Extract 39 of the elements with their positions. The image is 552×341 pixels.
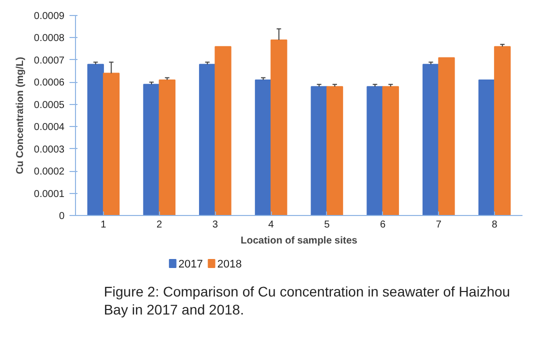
- x-tick-label: 5: [324, 220, 330, 230]
- y-tick-label: 0.0007: [34, 55, 65, 66]
- bar: [310, 86, 328, 216]
- y-tick-label: 0: [58, 211, 65, 222]
- x-tick-label: 2: [156, 220, 163, 230]
- y-tick-label: 0.0006: [34, 78, 65, 89]
- y-tick-label: 0.0005: [34, 100, 65, 111]
- caption: Figure 2: Comparison of Cu concentration in seawater of Haizhou Bay in 2017 and 2018.: [104, 284, 510, 318]
- y-tick-label: 0.0008: [34, 33, 65, 44]
- y-tick-label: 0.0009: [34, 11, 65, 22]
- x-tick-label: 8: [492, 220, 498, 230]
- bar: [214, 46, 232, 216]
- bar: [270, 39, 288, 216]
- y-tick-label: 0.0004: [34, 122, 65, 134]
- bar: [494, 46, 511, 216]
- bar: [438, 57, 455, 216]
- legend-label: 2017: [178, 258, 203, 270]
- bar: [422, 64, 440, 216]
- x-tick-label: 1: [100, 220, 107, 230]
- bar: [366, 86, 384, 216]
- bar: [87, 64, 104, 216]
- bar: [199, 64, 216, 216]
- y-axis-title: Cu Concentration (mg/L): [14, 56, 26, 174]
- y-tick-label: 0.0001: [34, 188, 65, 200]
- legend-label: 2018: [217, 258, 242, 270]
- x-axis-title: Location of sample sites: [240, 236, 358, 246]
- x-tick-label: 4: [268, 220, 274, 230]
- bar: [382, 86, 399, 216]
- bar: [158, 79, 176, 216]
- x-tick-label: 3: [212, 220, 218, 230]
- x-tick-label: 7: [436, 220, 442, 230]
- y-tick-label: 0.0002: [34, 166, 65, 178]
- bar: [326, 86, 344, 216]
- x-tick-label: 6: [380, 220, 386, 230]
- bar: [478, 79, 496, 216]
- bar: [102, 72, 120, 216]
- bar: [143, 84, 160, 216]
- y-tick-label: 0.0003: [34, 144, 65, 156]
- bar: [254, 79, 272, 216]
